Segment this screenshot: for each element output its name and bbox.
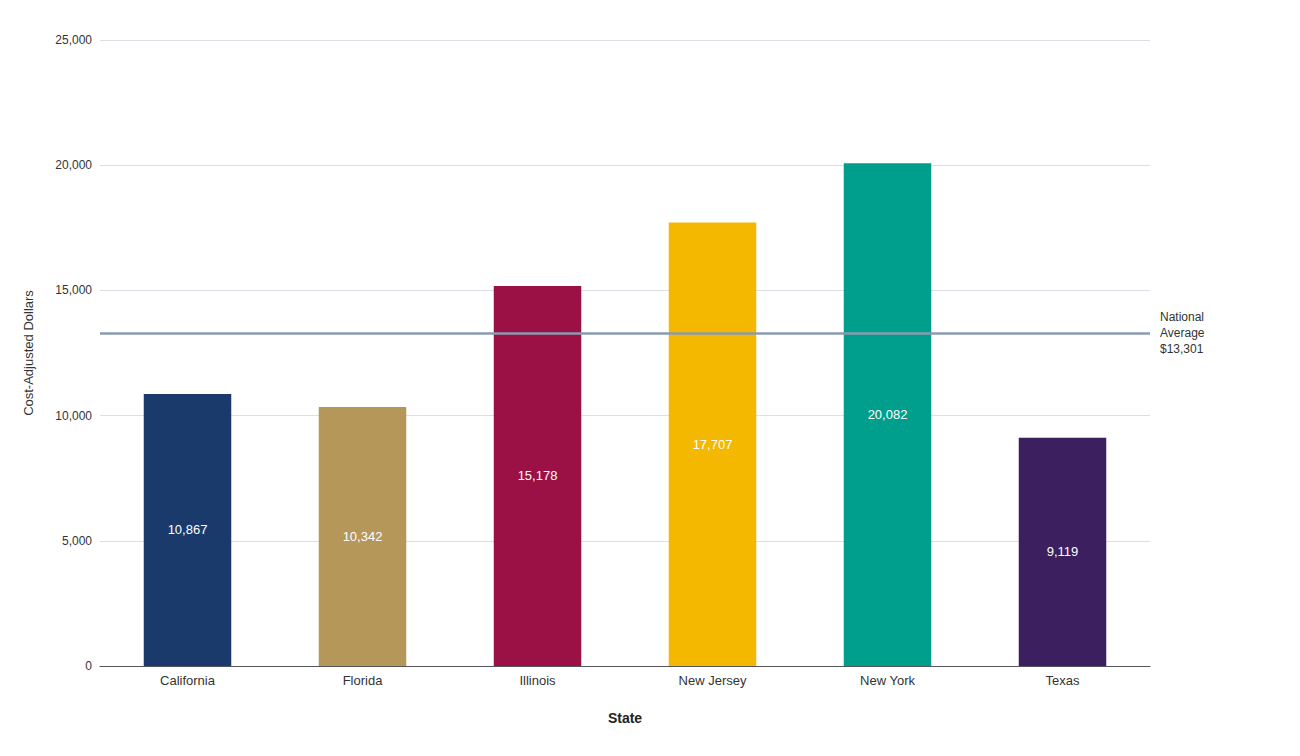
svg-text:Texas: Texas <box>1046 673 1080 688</box>
svg-text:Cost-Adjusted Dollars: Cost-Adjusted Dollars <box>21 290 36 416</box>
svg-text:Average: Average <box>1160 326 1205 340</box>
svg-text:0: 0 <box>85 659 92 673</box>
svg-text:California: California <box>160 673 216 688</box>
svg-text:Illinois: Illinois <box>519 673 556 688</box>
svg-text:$13,301: $13,301 <box>1160 342 1204 356</box>
svg-text:9,119: 9,119 <box>1047 544 1079 559</box>
svg-text:10,867: 10,867 <box>168 522 208 537</box>
svg-text:20,082: 20,082 <box>868 407 908 422</box>
svg-text:New York: New York <box>860 673 915 688</box>
svg-text:New Jersey: New Jersey <box>679 673 747 688</box>
svg-text:10,342: 10,342 <box>343 529 383 544</box>
svg-text:20,000: 20,000 <box>55 158 92 172</box>
svg-text:15,000: 15,000 <box>55 283 92 297</box>
svg-text:National: National <box>1160 310 1204 324</box>
svg-text:State: State <box>608 710 642 726</box>
svg-text:5,000: 5,000 <box>62 534 92 548</box>
svg-text:Florida: Florida <box>343 673 384 688</box>
svg-text:15,178: 15,178 <box>518 468 558 483</box>
svg-text:17,707: 17,707 <box>693 437 733 452</box>
svg-text:10,000: 10,000 <box>55 409 92 423</box>
svg-text:25,000: 25,000 <box>55 33 92 47</box>
